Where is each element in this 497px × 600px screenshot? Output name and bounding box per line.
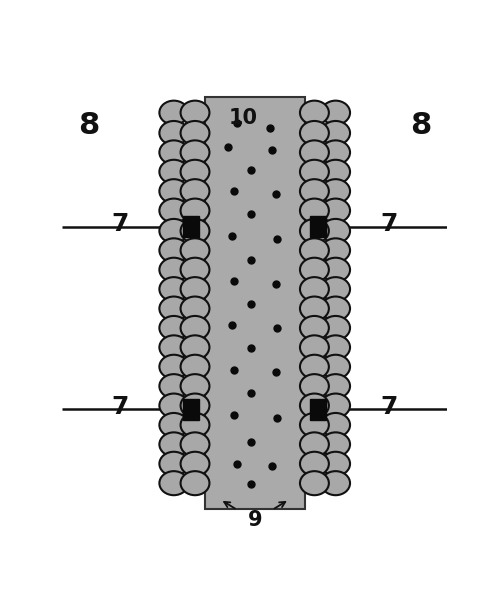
Ellipse shape (300, 199, 329, 223)
Ellipse shape (321, 394, 350, 418)
Text: 7: 7 (111, 212, 129, 236)
Ellipse shape (321, 238, 350, 262)
Ellipse shape (160, 160, 188, 184)
Ellipse shape (180, 140, 209, 164)
Ellipse shape (180, 452, 209, 476)
Text: 8: 8 (410, 110, 431, 140)
Text: 8: 8 (79, 110, 100, 140)
Ellipse shape (300, 452, 329, 476)
Ellipse shape (180, 238, 209, 262)
Ellipse shape (300, 335, 329, 359)
Ellipse shape (180, 258, 209, 282)
Ellipse shape (321, 433, 350, 457)
Ellipse shape (321, 296, 350, 320)
Ellipse shape (321, 335, 350, 359)
Ellipse shape (300, 433, 329, 457)
Ellipse shape (180, 219, 209, 243)
Ellipse shape (300, 219, 329, 243)
Ellipse shape (180, 335, 209, 359)
Ellipse shape (300, 471, 329, 495)
Ellipse shape (300, 160, 329, 184)
Ellipse shape (180, 296, 209, 320)
Ellipse shape (180, 101, 209, 125)
Ellipse shape (321, 199, 350, 223)
Ellipse shape (160, 121, 188, 145)
Ellipse shape (321, 355, 350, 379)
Bar (183, 217, 199, 237)
Ellipse shape (300, 316, 329, 340)
Ellipse shape (160, 199, 188, 223)
Ellipse shape (160, 355, 188, 379)
Ellipse shape (160, 238, 188, 262)
Ellipse shape (180, 179, 209, 203)
Ellipse shape (180, 433, 209, 457)
Ellipse shape (300, 121, 329, 145)
Ellipse shape (160, 179, 188, 203)
Ellipse shape (160, 335, 188, 359)
Ellipse shape (300, 101, 329, 125)
Bar (310, 217, 327, 237)
Ellipse shape (300, 355, 329, 379)
Ellipse shape (321, 316, 350, 340)
Text: 10: 10 (229, 108, 257, 128)
Ellipse shape (160, 101, 188, 125)
Ellipse shape (321, 121, 350, 145)
Ellipse shape (300, 296, 329, 320)
Ellipse shape (180, 277, 209, 301)
Ellipse shape (160, 471, 188, 495)
Ellipse shape (300, 277, 329, 301)
Ellipse shape (160, 316, 188, 340)
Ellipse shape (160, 296, 188, 320)
Ellipse shape (180, 121, 209, 145)
Ellipse shape (321, 101, 350, 125)
Ellipse shape (321, 413, 350, 437)
Ellipse shape (160, 277, 188, 301)
Ellipse shape (300, 374, 329, 398)
Ellipse shape (321, 374, 350, 398)
Ellipse shape (321, 140, 350, 164)
Ellipse shape (300, 413, 329, 437)
Ellipse shape (321, 160, 350, 184)
Ellipse shape (180, 374, 209, 398)
Ellipse shape (160, 433, 188, 457)
Ellipse shape (160, 374, 188, 398)
Ellipse shape (180, 160, 209, 184)
Text: 9: 9 (248, 510, 262, 530)
Ellipse shape (300, 140, 329, 164)
Ellipse shape (160, 413, 188, 437)
Text: 7: 7 (111, 395, 129, 419)
Ellipse shape (321, 179, 350, 203)
Ellipse shape (180, 471, 209, 495)
Ellipse shape (321, 452, 350, 476)
Ellipse shape (180, 413, 209, 437)
Ellipse shape (300, 238, 329, 262)
Ellipse shape (300, 258, 329, 282)
Ellipse shape (160, 394, 188, 418)
Ellipse shape (180, 355, 209, 379)
Ellipse shape (160, 258, 188, 282)
Ellipse shape (180, 199, 209, 223)
Ellipse shape (180, 394, 209, 418)
Ellipse shape (321, 277, 350, 301)
Text: 7: 7 (381, 395, 398, 419)
Text: 7: 7 (381, 212, 398, 236)
Ellipse shape (160, 452, 188, 476)
Ellipse shape (300, 179, 329, 203)
Ellipse shape (300, 394, 329, 418)
Ellipse shape (321, 471, 350, 495)
Ellipse shape (321, 219, 350, 243)
Ellipse shape (180, 316, 209, 340)
Bar (205, 97, 305, 509)
Ellipse shape (160, 219, 188, 243)
Ellipse shape (160, 140, 188, 164)
Ellipse shape (321, 258, 350, 282)
Bar (310, 399, 327, 419)
Bar (183, 399, 199, 419)
